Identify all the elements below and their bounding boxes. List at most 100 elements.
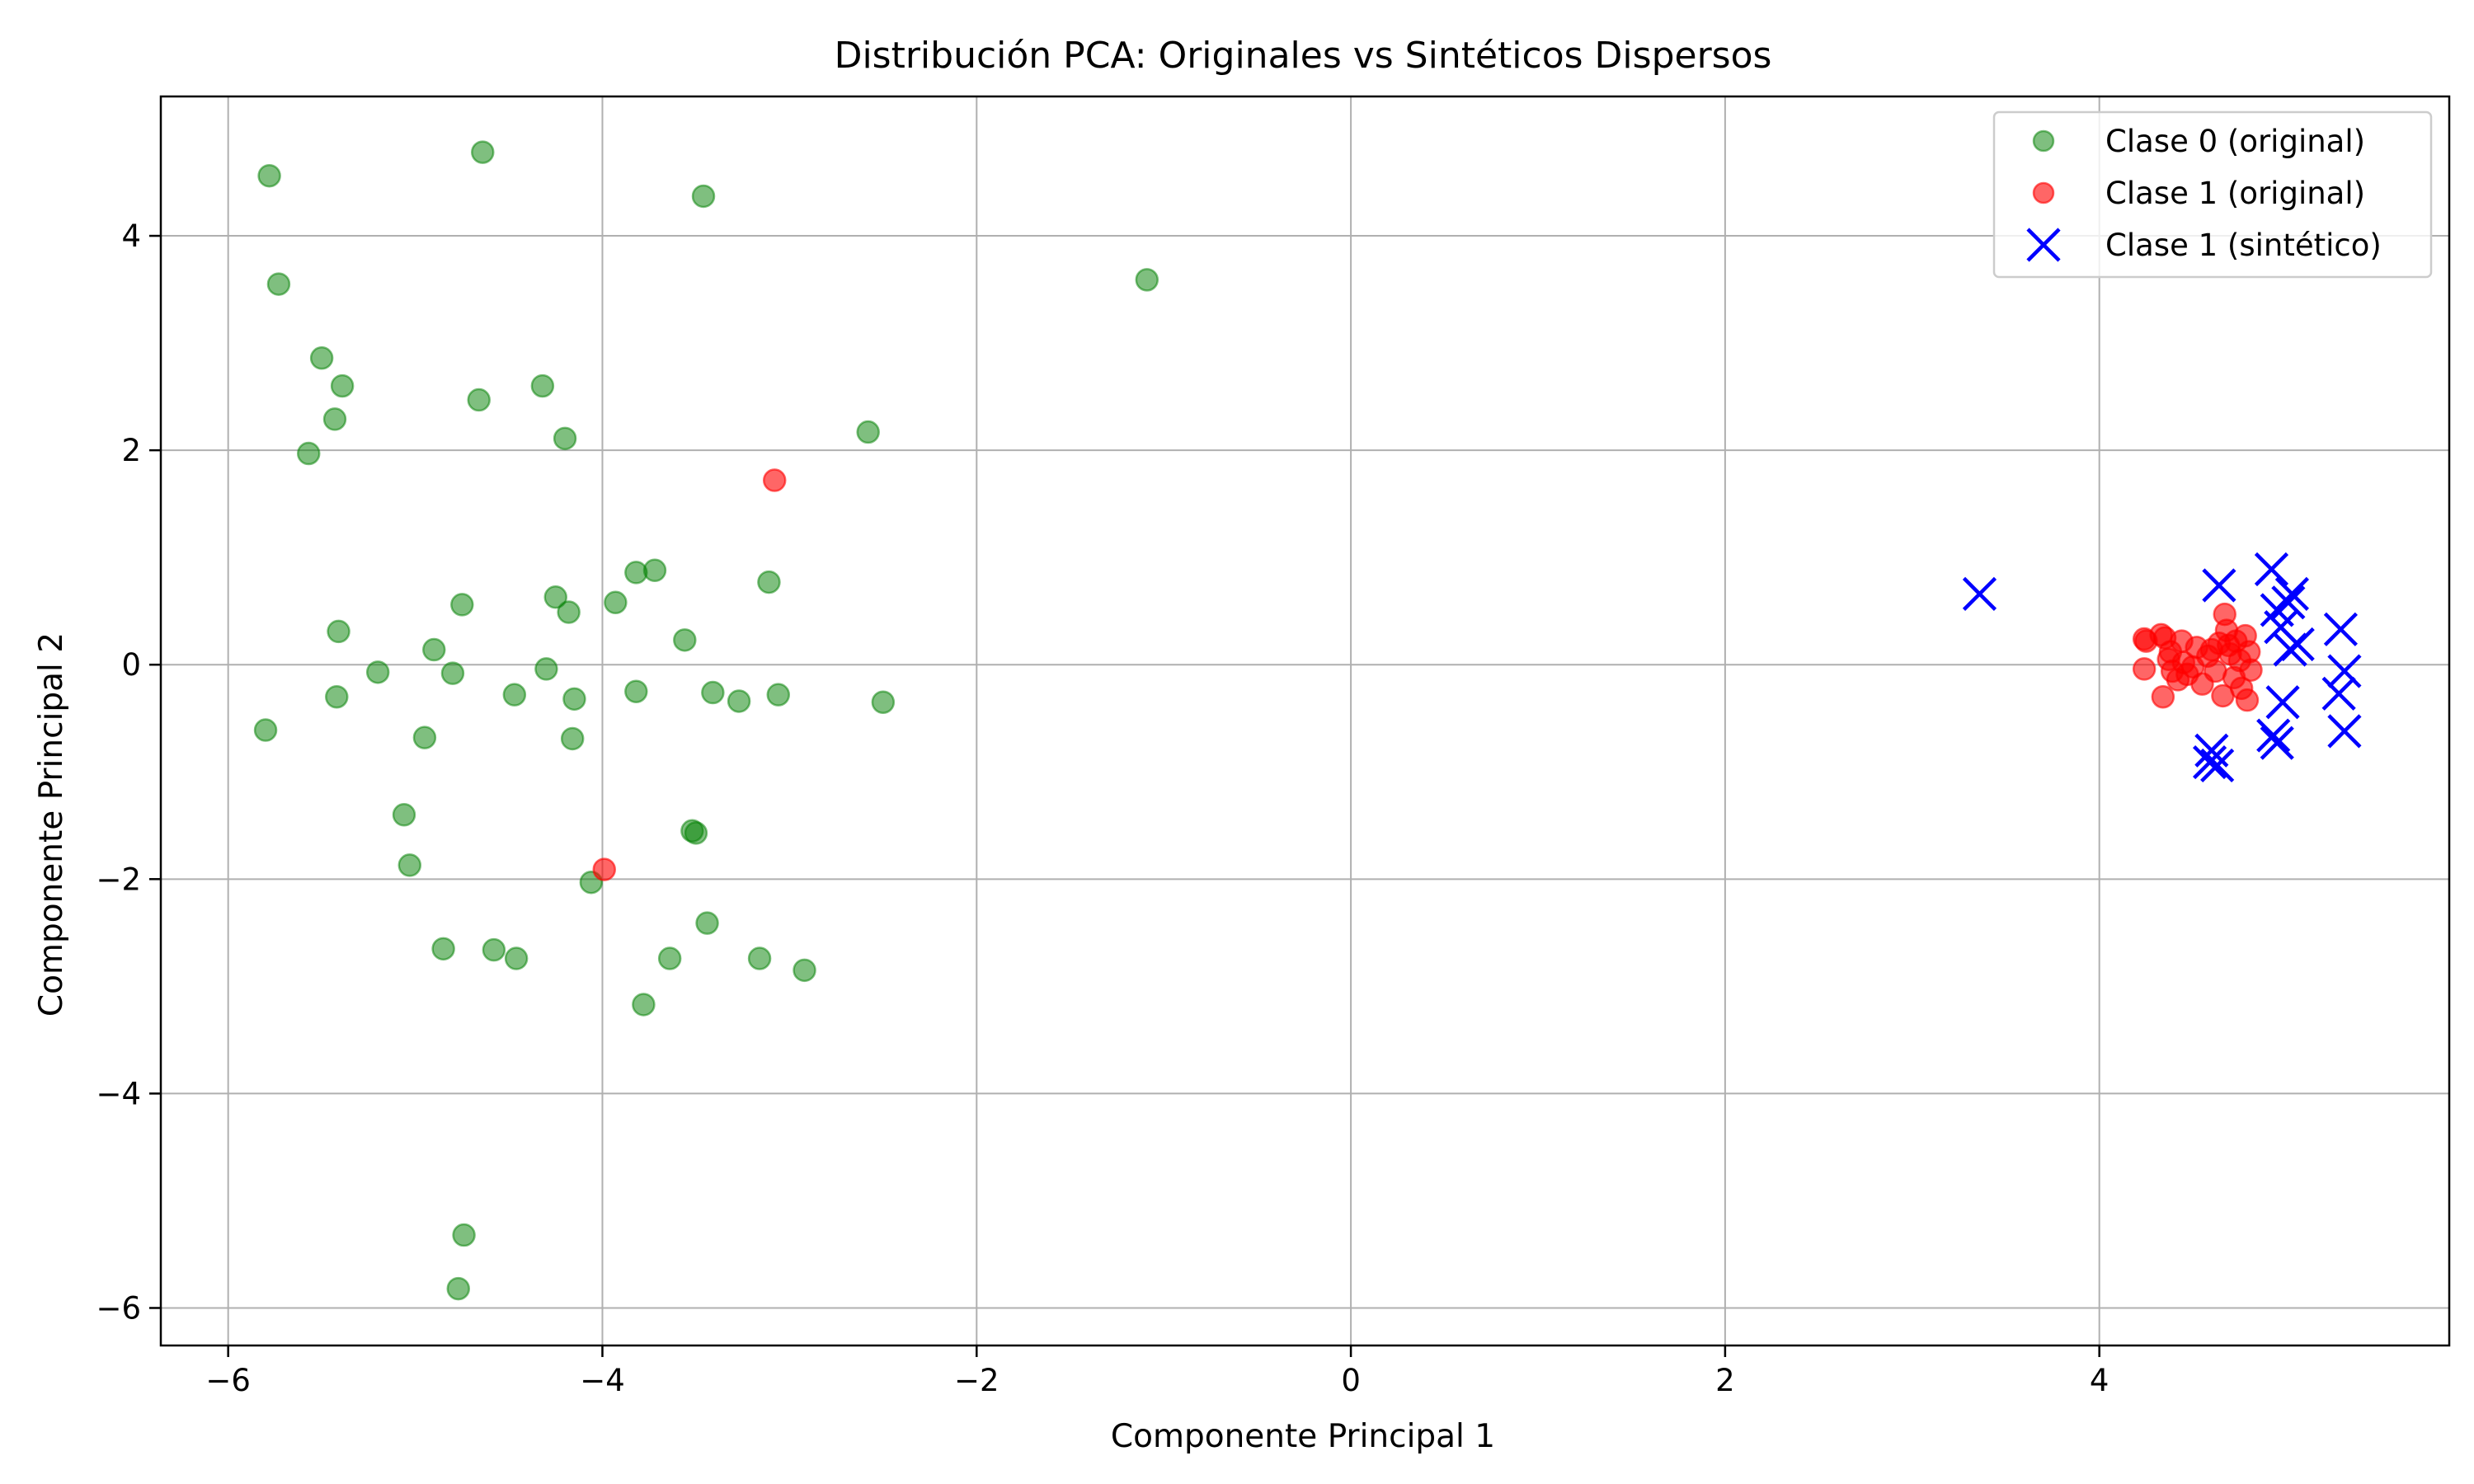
x-tick-label: −6 bbox=[205, 1363, 251, 1398]
y-tick-label: −4 bbox=[96, 1076, 141, 1111]
data-point bbox=[856, 420, 880, 444]
x-stroke bbox=[2260, 726, 2294, 760]
series-0 bbox=[253, 140, 1159, 1301]
data-point-x bbox=[2265, 685, 2300, 720]
data-point bbox=[440, 661, 465, 685]
legend-label: Clase 1 (original) bbox=[2105, 176, 2365, 211]
x-stroke bbox=[2194, 733, 2229, 768]
plot-area: −6 −4 −2 0 2 4 −6 −4 −2 0 2 4 bbox=[96, 95, 2451, 1398]
data-point bbox=[467, 387, 491, 412]
x-stroke bbox=[2321, 676, 2356, 711]
x-stroke bbox=[2260, 593, 2294, 627]
legend-label: Clase 1 (sintético) bbox=[2105, 228, 2382, 263]
x-stroke bbox=[2254, 552, 2289, 587]
y-tick-label: 4 bbox=[121, 218, 141, 254]
data-point bbox=[297, 441, 321, 466]
data-point bbox=[2151, 684, 2175, 709]
data-point-x bbox=[2273, 632, 2307, 667]
data-point bbox=[530, 373, 555, 398]
x-stroke bbox=[2327, 714, 2362, 749]
data-point bbox=[266, 272, 291, 296]
data-point-x bbox=[2254, 552, 2289, 587]
data-point bbox=[471, 140, 495, 164]
data-point bbox=[2239, 658, 2263, 682]
legend-marker-x bbox=[2026, 228, 2061, 262]
data-point bbox=[701, 680, 725, 705]
data-point bbox=[793, 958, 816, 983]
data-point bbox=[766, 683, 791, 707]
data-point bbox=[422, 637, 446, 662]
x-stroke bbox=[2256, 718, 2291, 753]
data-point bbox=[632, 993, 656, 1017]
x-stroke bbox=[2202, 568, 2236, 603]
data-point bbox=[392, 803, 416, 827]
axes-frame bbox=[159, 95, 2451, 1347]
data-point bbox=[560, 726, 585, 751]
data-point-x bbox=[2260, 726, 2294, 760]
data-point bbox=[553, 426, 577, 451]
data-point bbox=[257, 163, 281, 188]
legend-marker bbox=[2032, 129, 2055, 153]
y-axis-label: Componente Principal 2 bbox=[33, 632, 70, 1017]
data-point bbox=[482, 937, 506, 962]
data-point bbox=[695, 911, 719, 935]
x-stroke bbox=[2264, 610, 2298, 645]
data-point bbox=[365, 660, 390, 684]
data-point-x bbox=[2327, 714, 2362, 749]
x-tick-label: −4 bbox=[580, 1363, 625, 1398]
x-stroke bbox=[2323, 612, 2358, 646]
y-tick-label: −6 bbox=[96, 1290, 141, 1326]
y-tick-label: 2 bbox=[121, 433, 141, 468]
data-point bbox=[446, 1276, 471, 1301]
data-point bbox=[1135, 268, 1159, 292]
data-point bbox=[624, 679, 648, 703]
data-point bbox=[2217, 633, 2241, 658]
data-point bbox=[657, 946, 682, 970]
data-point bbox=[309, 346, 334, 370]
x-tick-label: −2 bbox=[954, 1363, 999, 1398]
y-tick-label: −2 bbox=[96, 862, 141, 897]
data-point bbox=[431, 937, 455, 961]
legend-box bbox=[1992, 110, 2433, 279]
data-point bbox=[397, 853, 422, 877]
x-stroke bbox=[2327, 654, 2362, 688]
x-stroke bbox=[2265, 685, 2300, 720]
data-point bbox=[253, 718, 278, 742]
x-tick-label: 4 bbox=[2090, 1363, 2109, 1398]
x-tick-label: 2 bbox=[1715, 1363, 1735, 1398]
x-tick-label: 0 bbox=[1341, 1363, 1361, 1398]
data-point bbox=[502, 683, 527, 707]
data-point-x bbox=[2327, 654, 2362, 688]
data-point bbox=[2235, 688, 2260, 712]
data-point bbox=[450, 593, 474, 617]
x-stroke bbox=[1962, 576, 1997, 611]
data-point bbox=[330, 373, 355, 398]
series-1 bbox=[592, 468, 2263, 881]
data-point bbox=[325, 684, 349, 709]
data-point-x bbox=[1962, 576, 1997, 611]
data-point bbox=[604, 590, 628, 615]
data-point bbox=[642, 558, 667, 583]
x-axis-label: Componente Principal 1 bbox=[1111, 1418, 1495, 1455]
x-stroke bbox=[2026, 228, 2061, 262]
data-point bbox=[691, 184, 716, 209]
data-point bbox=[592, 857, 617, 881]
data-point bbox=[673, 628, 697, 652]
data-point bbox=[327, 619, 350, 644]
data-point bbox=[562, 687, 586, 711]
data-point bbox=[557, 600, 581, 624]
data-point bbox=[412, 726, 437, 749]
data-point-x bbox=[2256, 718, 2291, 753]
data-point bbox=[762, 468, 787, 492]
series-2 bbox=[1962, 552, 2362, 783]
y-tick-label: 0 bbox=[121, 647, 141, 683]
data-point bbox=[452, 1223, 476, 1247]
data-point bbox=[684, 821, 708, 845]
data-point-x bbox=[2192, 744, 2227, 780]
data-point-x bbox=[2202, 568, 2236, 603]
data-point-x bbox=[2321, 676, 2356, 711]
x-stroke bbox=[2273, 632, 2307, 667]
data-point-x bbox=[2323, 612, 2358, 646]
legend-marker bbox=[2032, 181, 2055, 204]
